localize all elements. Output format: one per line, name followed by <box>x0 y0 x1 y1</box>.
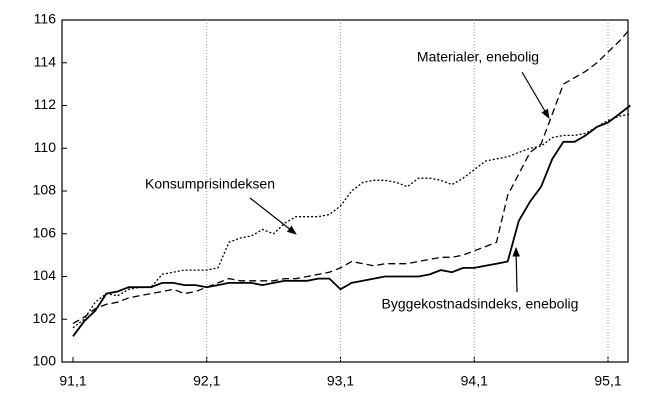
y-tick-label: 100 <box>33 353 57 369</box>
y-tick-label: 110 <box>34 139 57 155</box>
annotation-arrow <box>249 197 297 235</box>
y-tick-label: 116 <box>34 11 57 27</box>
annotation-arrow <box>521 71 550 119</box>
y-tick-label: 108 <box>33 182 57 198</box>
y-tick-label: 112 <box>34 96 57 112</box>
series-line <box>72 28 631 325</box>
y-tick-label: 106 <box>33 224 57 240</box>
annotation-arrow <box>512 247 521 293</box>
x-tick-label: 91,1 <box>59 373 86 389</box>
annotation: Konsumprisindeksen <box>145 176 275 192</box>
y-tick-label: 104 <box>33 267 57 283</box>
x-tick-label: 95,1 <box>594 373 621 389</box>
y-tick-label: 114 <box>34 53 57 69</box>
x-tick-label: 92,1 <box>193 373 220 389</box>
annotation: Materialer, enebolig <box>417 49 539 65</box>
series-line <box>72 104 631 337</box>
x-tick-label: 94,1 <box>461 373 488 389</box>
y-tick-label: 102 <box>33 310 57 326</box>
x-tick-label: 93,1 <box>327 373 354 389</box>
annotation: Byggekostnadsindeks, enebolig <box>382 296 579 312</box>
